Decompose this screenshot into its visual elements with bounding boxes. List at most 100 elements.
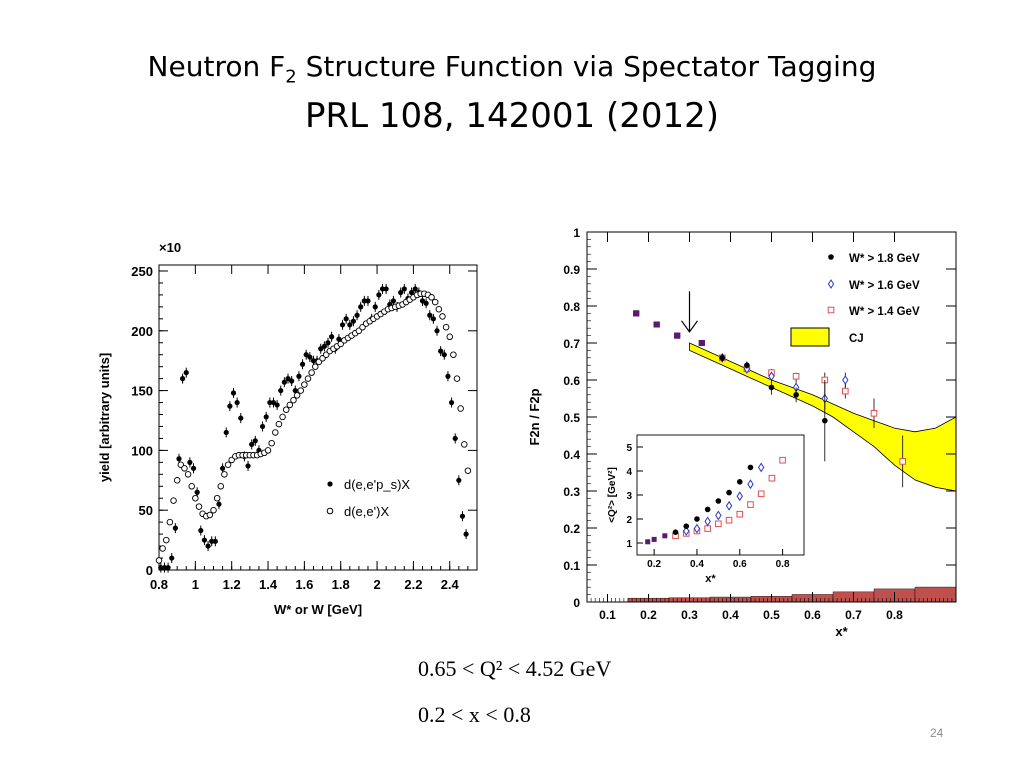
y-tick-label: 200 (131, 324, 153, 339)
inset-data-point (747, 479, 754, 490)
data-point (194, 489, 200, 495)
data-point (698, 340, 705, 346)
data-point (448, 399, 455, 406)
inset-data-point (704, 516, 711, 527)
data-point (401, 286, 407, 292)
data-point (312, 363, 319, 370)
data-point (365, 298, 371, 304)
inset-data-point (747, 464, 754, 471)
data-point (842, 387, 849, 395)
inset-x-tick-label: 0.4 (690, 559, 704, 570)
data-point (719, 355, 726, 361)
data-point (350, 318, 357, 324)
data-point (456, 477, 462, 483)
data-point (209, 538, 215, 544)
data-point (278, 387, 284, 394)
x-tick-label: 1.4 (259, 577, 278, 592)
inset-y-tick-label: 2 (626, 515, 632, 526)
data-point (744, 362, 750, 368)
x-tick-label: 1 (192, 577, 199, 592)
data-point (442, 323, 450, 331)
data-point (227, 403, 233, 409)
data-point (899, 458, 906, 465)
data-point (281, 379, 287, 385)
data-point (461, 441, 468, 448)
inset-data-point (736, 479, 743, 485)
data-point (390, 298, 397, 304)
data-point (238, 415, 244, 421)
data-point (453, 375, 461, 382)
data-point (308, 369, 315, 376)
inset-data-point (726, 489, 732, 496)
data-point (165, 565, 171, 571)
inset-y-tick-label: 4 (626, 467, 632, 478)
legend-band-swatch (790, 327, 830, 347)
inset-data-point (725, 516, 733, 524)
data-point (290, 396, 297, 404)
inset-data-point (662, 533, 668, 539)
legend-label: CJ (849, 333, 864, 345)
multiplier-label: ×10 (159, 240, 181, 255)
data-point (272, 429, 279, 436)
data-point (190, 465, 197, 471)
data-point (439, 313, 446, 320)
data-point (446, 333, 453, 341)
data-point (464, 467, 472, 474)
y-tick-label: 0 (573, 596, 580, 610)
data-point (217, 483, 225, 490)
data-point (198, 527, 204, 534)
data-point (172, 525, 178, 531)
data-point (310, 358, 317, 364)
data-point (268, 439, 275, 447)
data-point (325, 340, 331, 346)
data-point (245, 463, 251, 469)
data-point (282, 406, 290, 413)
data-point (224, 461, 232, 468)
y-tick-label: 50 (139, 503, 153, 518)
legend-label: d(e,e'p_s)X (344, 477, 410, 492)
data-point (297, 387, 304, 394)
data-point (438, 348, 444, 354)
y-tick-label: 0.9 (563, 263, 580, 277)
data-point (653, 321, 660, 328)
x-tick-label: 0.3 (681, 608, 698, 622)
y-tick-label: 0.2 (563, 522, 580, 536)
inset-data-point (715, 510, 722, 521)
x-tick-label: 0.7 (845, 608, 862, 622)
data-point (234, 399, 240, 406)
inset-y-tick-label: 5 (626, 443, 632, 454)
inset-data-point (736, 491, 743, 502)
q2-condition: 0.65 < Q² < 4.52 GeV (418, 656, 612, 681)
data-point (842, 375, 849, 385)
data-point (822, 417, 828, 424)
data-point (428, 294, 435, 301)
data-point (184, 471, 192, 478)
y-tick-label: 1 (573, 226, 580, 240)
data-point (412, 286, 418, 292)
inset-data-point (704, 506, 711, 513)
data-point (321, 343, 327, 349)
data-point (267, 399, 273, 406)
inset-data-point (683, 526, 690, 536)
data-point (431, 298, 439, 306)
legend-marker (828, 254, 834, 260)
data-point (445, 373, 451, 379)
y-tick-label: 0.7 (563, 337, 580, 351)
inset-data-point (715, 520, 722, 528)
x-tick-label: 1.6 (295, 577, 313, 592)
inset-data-point (747, 501, 754, 508)
legend-marker (326, 507, 334, 515)
x-tick-label: 0.1 (599, 608, 616, 622)
data-point (161, 565, 168, 571)
inset-data-point (683, 523, 690, 529)
x-tick-label: 2.2 (404, 577, 422, 592)
data-point (155, 557, 163, 564)
legend-label: W* > 1.4 GeV (849, 306, 920, 318)
data-point (223, 429, 229, 436)
data-point (347, 322, 353, 328)
inset-x-tick-label: 0.6 (733, 559, 747, 570)
ratio-chart: 0.1 0.2 0.3 0.4 0.5 0.6 0.7 0.8 0 0.1 0.2 0.3 0.4 0.5… (527, 226, 957, 639)
arrow-head (681, 320, 698, 333)
inset-data-point (736, 510, 744, 518)
data-point (450, 351, 457, 358)
